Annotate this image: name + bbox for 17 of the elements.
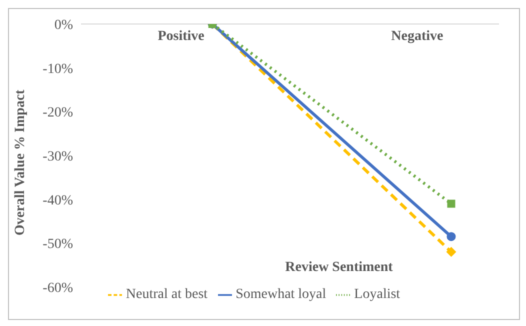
legend-label: Neutral at best — [126, 287, 208, 302]
x-tick-label: Negative — [391, 29, 444, 44]
x-axis-title: Review Sentiment — [285, 260, 394, 275]
y-axis-title: Overall Value % Impact — [12, 89, 28, 236]
y-tick-label: -30% — [42, 149, 74, 164]
x-tick-label: Positive — [158, 29, 204, 44]
point — [446, 246, 456, 257]
legend-label: Somewhat loyal — [236, 287, 326, 302]
y-tick-label: -60% — [42, 280, 74, 296]
point — [446, 232, 456, 242]
y-tick-label: -40% — [42, 193, 74, 208]
y-tick-label: -20% — [42, 106, 74, 121]
y-tick-label: 0% — [54, 18, 74, 33]
y-tick-label: -10% — [42, 62, 74, 77]
point — [447, 200, 456, 208]
y-tick-label: -50% — [42, 237, 74, 252]
legend-label: Loyalist — [354, 287, 400, 302]
